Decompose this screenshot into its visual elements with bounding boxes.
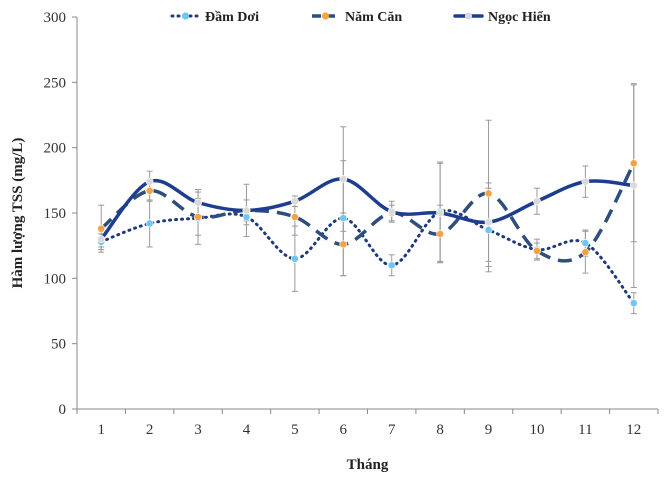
y-tick-label: 300 xyxy=(44,10,67,26)
y-tick-label: 150 xyxy=(44,206,67,222)
series-lines xyxy=(101,163,634,303)
series-2-point xyxy=(98,225,105,232)
series-3-point xyxy=(388,208,395,215)
y-tick-label: 200 xyxy=(44,141,67,157)
x-tick-label: 5 xyxy=(291,422,299,438)
legend: Đầm Dơi Năm Căn Ngọc Hiển xyxy=(172,10,551,25)
legend-marker-2 xyxy=(322,12,329,19)
series-1-point xyxy=(485,226,492,233)
x-tick-label: 3 xyxy=(194,422,202,438)
series-1-point xyxy=(340,215,347,222)
series-1-point xyxy=(630,300,637,307)
x-tick-label: 10 xyxy=(529,422,544,438)
series-1-line xyxy=(101,211,634,304)
x-tick-label: 7 xyxy=(388,422,396,438)
legend-label-2: Năm Căn xyxy=(345,10,402,25)
y-tick-label: 50 xyxy=(51,337,66,353)
x-tick-label: 4 xyxy=(243,422,251,438)
series-3-point xyxy=(630,182,637,189)
series-1-point xyxy=(146,220,153,227)
x-axis-title: Tháng xyxy=(347,457,389,473)
series-3-point xyxy=(437,209,444,216)
series-1-point xyxy=(243,213,250,220)
series-3-point xyxy=(291,198,298,205)
series-3-point xyxy=(98,236,105,243)
series-1-point xyxy=(582,239,589,246)
series-2-point xyxy=(146,187,153,194)
x-tick-label: 9 xyxy=(485,422,493,438)
series-2-point xyxy=(194,213,201,220)
y-tick-label: 250 xyxy=(44,75,67,91)
legend-label-3: Ngọc Hiển xyxy=(488,10,551,25)
x-tick-label: 1 xyxy=(97,422,105,438)
x-tick-label: 2 xyxy=(146,422,154,438)
series-3-point xyxy=(146,178,153,185)
series-1-point xyxy=(388,262,395,269)
series-2-point xyxy=(630,160,637,167)
series-2-point xyxy=(485,190,492,197)
series-3-point xyxy=(582,178,589,185)
series-1-point xyxy=(291,255,298,262)
series-2-point xyxy=(437,230,444,237)
series-3-point xyxy=(340,175,347,182)
series-3-point xyxy=(243,207,250,214)
series-2-point xyxy=(582,249,589,256)
series-markers xyxy=(98,160,638,307)
legend-marker-3 xyxy=(465,12,472,19)
x-tick-label: 8 xyxy=(436,422,444,438)
series-2-point xyxy=(291,213,298,220)
series-3-point xyxy=(533,198,540,205)
y-tick-label: 0 xyxy=(59,402,67,418)
series-3-point xyxy=(485,219,492,226)
error-bars xyxy=(98,84,637,314)
legend-marker-1 xyxy=(182,12,189,19)
series-2-point xyxy=(340,241,347,248)
series-3-point xyxy=(194,199,201,206)
legend-label-1: Đầm Dơi xyxy=(205,10,259,25)
axes xyxy=(72,17,658,414)
x-tick-label: 11 xyxy=(578,422,592,438)
y-tick-label: 100 xyxy=(44,271,67,287)
y-axis-title: Hàm lượng TSS (mg/L) xyxy=(10,138,26,289)
series-2-point xyxy=(533,247,540,254)
x-tick-label: 6 xyxy=(340,422,348,438)
x-tick-label: 12 xyxy=(626,422,641,438)
